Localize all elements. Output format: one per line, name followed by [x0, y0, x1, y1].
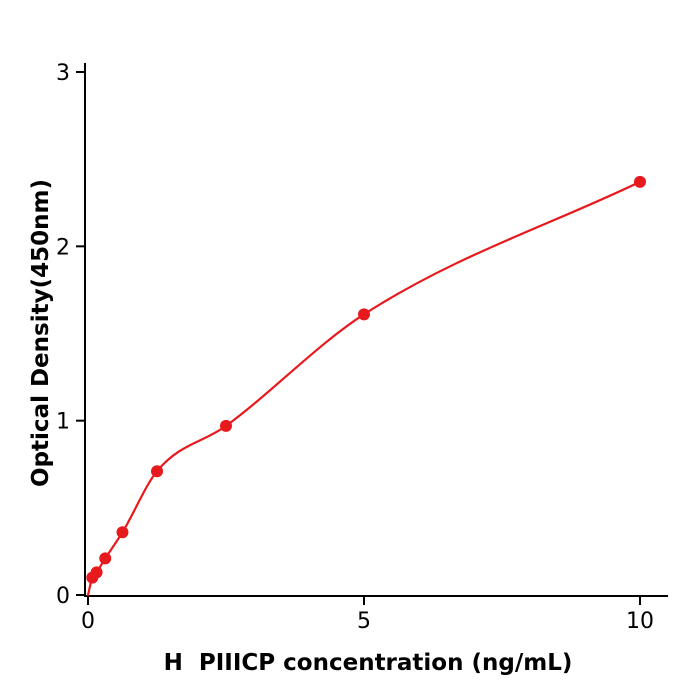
x-tick-label: 0	[81, 609, 95, 634]
data-point	[358, 308, 370, 321]
x-tick-label: 10	[626, 609, 654, 634]
data-point	[220, 419, 232, 432]
y-tick-label: 2	[56, 235, 70, 260]
y-axis-label: Optical Density(450nm)	[28, 179, 54, 487]
x-axis-label: H PIIICP concentration (ng/mL)	[163, 650, 573, 676]
fit-curve	[86, 180, 642, 597]
data-point	[634, 175, 646, 188]
y-tick-label: 1	[56, 410, 70, 435]
y-tick-label: 3	[56, 61, 70, 86]
data-point	[99, 552, 112, 565]
data-point	[151, 465, 163, 478]
x-tick-label: 5	[357, 609, 371, 634]
data-point	[90, 566, 103, 579]
y-tick-label: 0	[56, 584, 70, 609]
data-point	[116, 526, 129, 539]
